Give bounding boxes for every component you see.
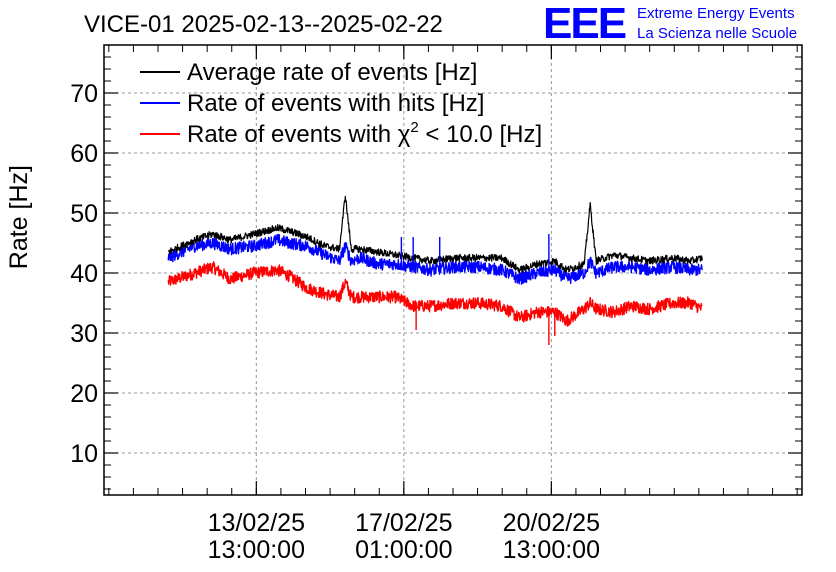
series-line-chi2 (167, 261, 703, 327)
y-tick-label: 30 (70, 320, 98, 348)
legend-label-hits: Rate of events with hits [Hz] (187, 90, 484, 117)
legend-label-chi2: Rate of events with χ2 < 10.0 [Hz] (187, 119, 542, 148)
chart-title: VICE-01 2025-02-13--2025-02-22 (84, 11, 443, 38)
y-tick-label: 40 (70, 260, 98, 288)
y-tick-label: 60 (70, 140, 98, 168)
series-line-average (167, 195, 703, 274)
x-tick-date-label: 13/02/25 (208, 509, 305, 537)
x-tick-date-label: 17/02/25 (355, 509, 452, 537)
axis-layer: 1020304050607013/02/2513:00:0017/02/2501… (70, 45, 802, 564)
logo-line-1: Extreme Energy Events (637, 5, 795, 22)
x-tick-date-label: 20/02/25 (503, 509, 600, 537)
x-tick-time-label: 13:00:00 (208, 536, 305, 564)
x-tick-time-label: 13:00:00 (503, 536, 600, 564)
logo-mark: EEE (543, 0, 626, 48)
plot-frame (103, 44, 803, 496)
y-tick-label: 50 (70, 200, 98, 228)
y-tick-label: 70 (70, 80, 98, 108)
x-tick-time-label: 01:00:00 (355, 536, 452, 564)
eee-logo: EEE Extreme Energy Events La Scienza nel… (543, 0, 797, 48)
series-layer (167, 195, 703, 345)
y-axis-label: Rate [Hz] (5, 165, 33, 269)
y-tick-label: 10 (70, 440, 98, 468)
logo-line-2: La Scienza nelle Scuole (637, 25, 797, 42)
y-tick-label: 20 (70, 380, 98, 408)
legend-label-average: Average rate of events [Hz] (187, 59, 477, 86)
series-line-hits (167, 233, 703, 285)
legend: Average rate of events [Hz] Rate of event… (140, 59, 542, 148)
